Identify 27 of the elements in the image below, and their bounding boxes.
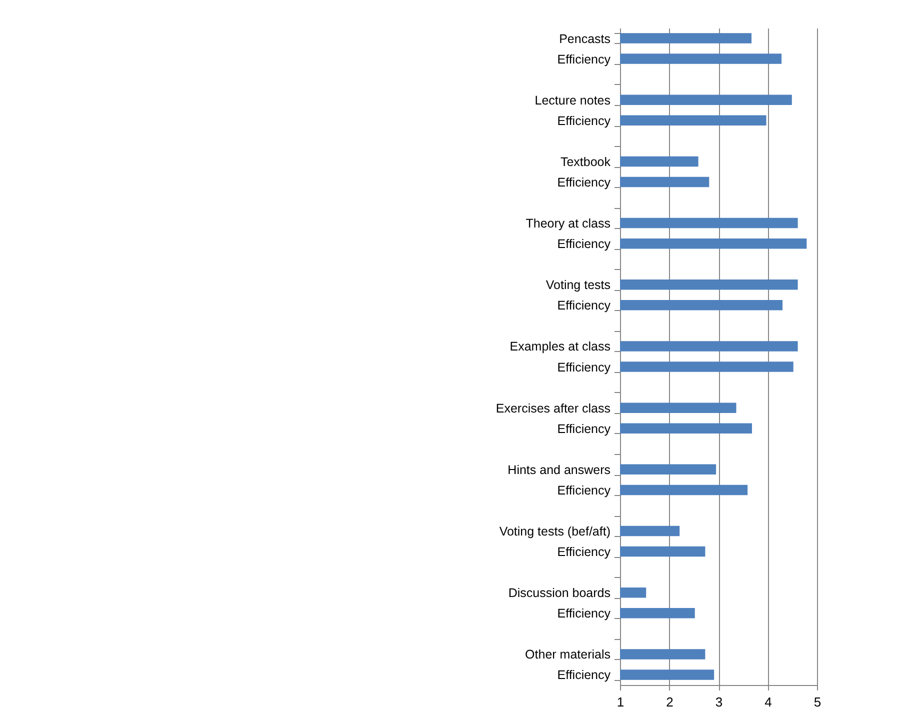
y-tick-label: Other materials <box>525 648 610 662</box>
x-tick-label: 2 <box>666 694 674 710</box>
y-tick-label: Efficiency <box>557 606 612 621</box>
y-tick-label: Pencasts <box>559 32 610 46</box>
y-tick-label: Efficiency <box>557 237 612 252</box>
y-tick-label: Efficiency <box>557 114 612 128</box>
y-tick-label: Efficiency <box>557 483 612 498</box>
y-tick-label: Efficiency <box>557 52 612 66</box>
y-tick-label: Efficiency <box>557 175 612 190</box>
y-tick-label: Textbook <box>560 154 612 169</box>
y-tick-label: Theory at class <box>526 216 610 231</box>
y-tick-label: Exercises after class <box>496 401 610 416</box>
y-tick-label: Examples at class <box>510 340 610 354</box>
x-tick-label: 1 <box>616 694 624 710</box>
y-tick-label: Efficiency <box>557 668 612 682</box>
x-tick-label: 3 <box>715 694 723 710</box>
y-tick-label: Voting tests <box>546 278 610 292</box>
y-tick-label: Voting tests (bef/aft) <box>499 524 610 539</box>
y-tick-label: Hints and answers <box>508 462 610 477</box>
y-tick-label: Discussion boards <box>508 586 610 600</box>
y-tick-label: Lecture notes <box>534 93 610 108</box>
y-tick-label: Efficiency <box>557 545 612 560</box>
y-tick-label: Efficiency <box>557 422 612 436</box>
x-tick-label: 4 <box>764 694 772 710</box>
y-tick-label: Efficiency <box>557 360 612 374</box>
x-tick-label: 5 <box>814 694 822 710</box>
y-tick-label: Efficiency <box>557 298 612 313</box>
